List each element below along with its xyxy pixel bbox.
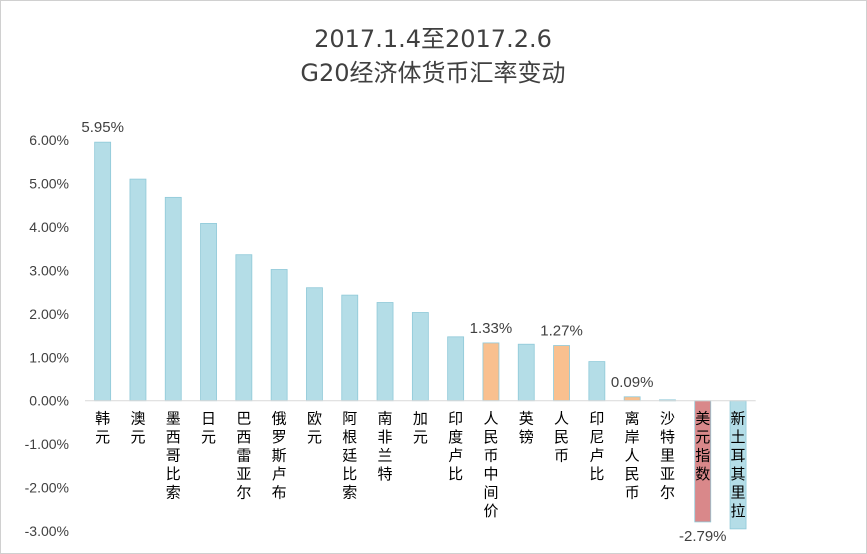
- bar: [235, 254, 253, 402]
- category-label: 美元指数: [695, 410, 710, 484]
- chart-title: 2017.1.4至2017.2.6 G20经济体货币汇率变动: [300, 25, 565, 87]
- category-label: 阿根廷比索: [342, 410, 357, 502]
- y-tick-label: -2.00%: [25, 480, 69, 496]
- category-label: 欧元: [307, 410, 322, 447]
- bars: [94, 141, 747, 530]
- bar: [306, 287, 323, 402]
- bar: [411, 312, 429, 402]
- category-label: 巴西雷亚尔: [236, 410, 251, 502]
- data-label: 5.95%: [81, 119, 124, 136]
- category-label: 沙特里亚尔: [660, 410, 675, 502]
- bar: [623, 396, 641, 402]
- bar: [482, 342, 500, 402]
- category-label: 墨西哥比索: [166, 410, 181, 502]
- data-label: 0.09%: [611, 374, 654, 391]
- category-label: 印度卢比: [448, 410, 463, 484]
- bar: [376, 302, 394, 402]
- y-tick-label: 3.00%: [29, 262, 69, 278]
- y-tick-label: 4.00%: [29, 219, 69, 235]
- category-label: 日元: [201, 410, 216, 447]
- category-label: 人民币: [554, 410, 569, 465]
- category-label: 印尼卢比: [589, 410, 604, 484]
- category-label: 人民币中间价: [483, 410, 498, 521]
- bar: [341, 294, 359, 402]
- bar: [129, 178, 147, 402]
- y-tick-label: 1.00%: [29, 349, 69, 365]
- chart-title-line: G20经济体货币汇率变动: [300, 59, 565, 87]
- category-label: 韩元: [95, 410, 110, 447]
- category-label: 英镑: [519, 410, 534, 447]
- category-label: 加元: [413, 410, 428, 447]
- bar: [164, 196, 182, 402]
- category-label: 澳元: [130, 410, 145, 447]
- bar: [94, 141, 112, 402]
- bar: [588, 361, 606, 402]
- y-axis: 6.00% 5.00% 4.00% 3.00% 2.00% 1.00% 0.00% -1.00…: [25, 132, 69, 539]
- category-label: 离岸人民币: [625, 410, 640, 502]
- y-tick-label: 5.00%: [29, 175, 69, 191]
- category-label: 南非兰特: [378, 410, 393, 484]
- data-label: -2.79%: [679, 528, 727, 545]
- y-tick-label: -1.00%: [25, 436, 69, 452]
- bar: [270, 269, 288, 402]
- data-label: 1.33%: [470, 320, 513, 337]
- chart-title-line: 2017.1.4至2017.2.6: [314, 25, 552, 53]
- y-tick-label: 0.00%: [29, 393, 69, 409]
- category-label: 俄罗斯卢布: [272, 410, 287, 502]
- bar: [447, 336, 465, 402]
- y-tick-label: 2.00%: [29, 306, 69, 322]
- bar: [517, 343, 535, 402]
- data-labels: 5.95% 1.33% 1.27% 0.09% -2.79%: [81, 119, 726, 545]
- category-label: 新土耳其里拉: [731, 410, 746, 521]
- data-label: 1.27%: [540, 323, 583, 340]
- bar: [200, 223, 217, 402]
- bar: [553, 345, 570, 402]
- y-tick-label: -3.00%: [25, 523, 69, 539]
- y-tick-label: 6.00%: [29, 132, 69, 148]
